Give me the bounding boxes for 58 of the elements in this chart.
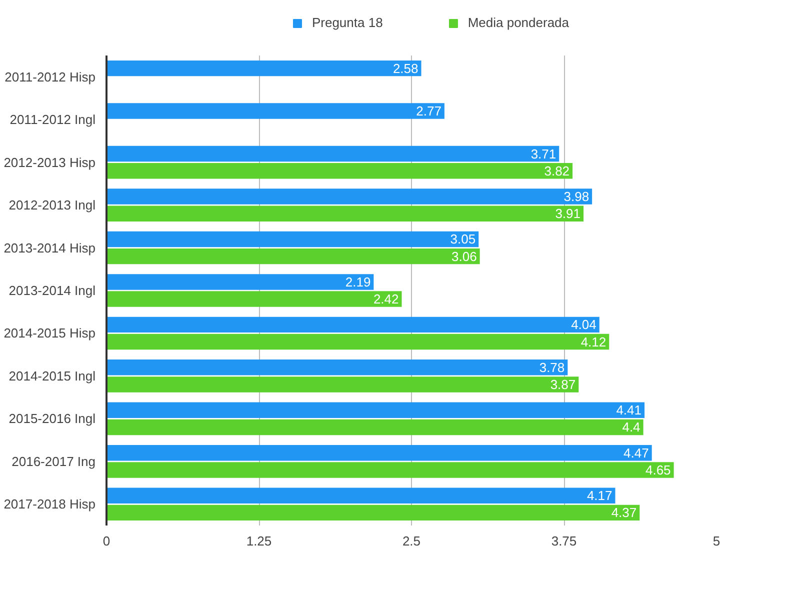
- y-tick-label: 2017-2018 Hisp: [4, 496, 96, 512]
- data-label: 4.65: [646, 462, 671, 478]
- data-label: 4.41: [616, 402, 642, 418]
- x-tick-label: 5: [712, 534, 720, 548]
- legend-label: Pregunta 18: [312, 15, 383, 30]
- bar: [106, 188, 592, 204]
- data-label: 2.58: [392, 60, 418, 76]
- x-tick-label: 2.5: [402, 534, 421, 548]
- bar: [106, 274, 374, 290]
- data-label: 2.77: [416, 104, 442, 119]
- data-label: 2.42: [373, 292, 399, 307]
- y-tick-label: 2014-2015 Hisp: [4, 326, 96, 341]
- x-tick-label: 3.75: [551, 534, 577, 548]
- data-label: 4.04: [571, 317, 596, 332]
- data-label: 4.37: [611, 505, 637, 520]
- bar: [106, 103, 444, 119]
- bar: [106, 462, 674, 478]
- data-label: 3.71: [530, 146, 556, 162]
- bar: [106, 360, 568, 376]
- bar: [106, 248, 480, 264]
- bar: [106, 291, 402, 307]
- data-label: 4.4: [622, 420, 640, 435]
- bar: [106, 402, 645, 418]
- y-tick-label: 2011-2012 Ingl: [10, 112, 96, 128]
- data-label: 2.19: [345, 274, 371, 290]
- bar: [106, 206, 584, 222]
- x-tick-label: 1.25: [246, 534, 272, 548]
- y-tick-label: 2015-2016 Ingl: [8, 411, 96, 426]
- y-tick-label: 2014-2015 Ingl: [8, 368, 96, 384]
- bar: [106, 376, 579, 392]
- bar: [106, 60, 422, 76]
- data-label: 3.06: [452, 248, 477, 264]
- data-label: 3.78: [539, 360, 565, 375]
- data-label: 3.87: [550, 377, 576, 392]
- bar: [106, 419, 644, 436]
- bar: [106, 231, 479, 248]
- bar: [106, 334, 610, 350]
- y-tick-label: 2013-2014 Hisp: [4, 240, 96, 256]
- y-tick-label: 2011-2012 Hisp: [4, 69, 96, 84]
- y-tick-label: 2012-2013 Hisp: [4, 154, 96, 170]
- data-label: 4.17: [586, 488, 612, 504]
- bar: [106, 316, 600, 333]
- legend-label: Media ponderada: [468, 15, 570, 30]
- data-label: 3.82: [544, 163, 570, 178]
- x-tick-label: 0: [102, 534, 110, 548]
- y-tick-label: 2012-2013 Ingl: [8, 198, 96, 213]
- data-label: 3.05: [450, 232, 476, 247]
- bar: [106, 445, 652, 461]
- bar: [106, 146, 560, 162]
- data-label: 4.12: [580, 334, 606, 350]
- y-tick-label: 2016-2017 Ing: [12, 454, 96, 469]
- data-label: 3.91: [555, 206, 581, 222]
- y-tick-label: 2013-2014 Ingl: [8, 283, 96, 298]
- bar: [106, 488, 616, 504]
- data-label: 3.98: [564, 189, 590, 204]
- data-label: 4.47: [624, 445, 649, 460]
- bar: [106, 163, 573, 179]
- bar: [106, 504, 640, 521]
